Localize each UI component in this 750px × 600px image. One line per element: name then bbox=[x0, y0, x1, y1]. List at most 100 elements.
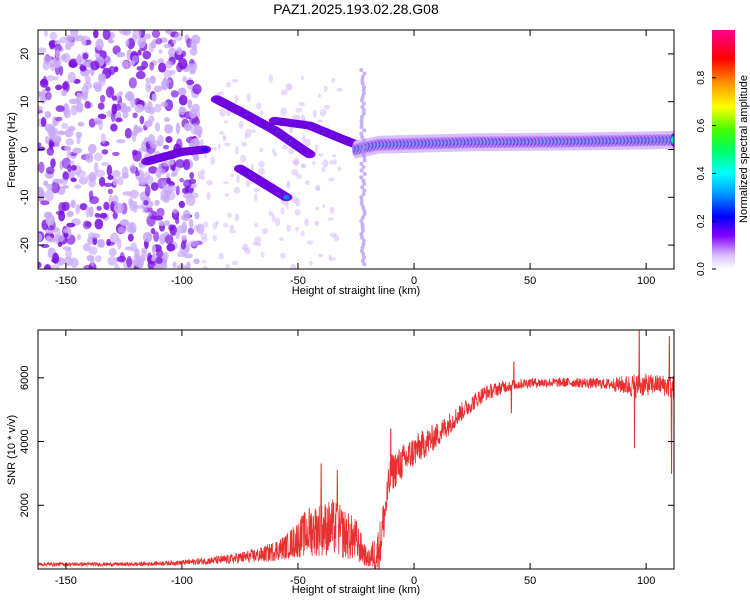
noise-speckle bbox=[186, 79, 195, 86]
snr-axes: -150 -100 -50 0 50 100 2000 4000 6000 bbox=[19, 330, 674, 587]
noise-speckle bbox=[124, 91, 133, 101]
noise-speckle bbox=[75, 204, 80, 215]
noise-speckle bbox=[188, 240, 199, 247]
noise-speckle bbox=[119, 219, 130, 227]
noise-speckle bbox=[280, 107, 287, 117]
noise-speckle bbox=[319, 109, 327, 117]
noise-speckle bbox=[50, 181, 60, 194]
noise-streak bbox=[360, 74, 365, 79]
noise-speckle bbox=[183, 253, 193, 259]
noise-speckle bbox=[63, 108, 71, 119]
noise-speckle bbox=[188, 218, 194, 229]
noise-speckle bbox=[94, 84, 102, 93]
noise-speckle bbox=[115, 117, 123, 123]
noise-speckle bbox=[268, 211, 274, 217]
x-tick-label: 50 bbox=[524, 575, 536, 587]
noise-speckle bbox=[62, 184, 69, 189]
noise-streak bbox=[362, 171, 367, 176]
noise-speckle bbox=[70, 164, 77, 171]
noise-speckle bbox=[166, 243, 176, 252]
noise-speckle bbox=[116, 237, 122, 250]
noise-streak bbox=[359, 235, 364, 240]
noise-speckle bbox=[193, 258, 200, 265]
noise-speckle bbox=[45, 214, 56, 226]
noise-speckle bbox=[108, 39, 115, 44]
noise-speckle bbox=[38, 47, 47, 54]
noise-speckle bbox=[94, 255, 102, 263]
noise-speckle bbox=[53, 56, 62, 69]
noise-speckle bbox=[154, 103, 162, 113]
noise-speckle bbox=[44, 136, 50, 145]
noise-speckle bbox=[94, 218, 104, 230]
noise-speckle bbox=[53, 76, 59, 81]
noise-streak bbox=[362, 188, 367, 193]
noise-speckle bbox=[295, 198, 301, 207]
noise-speckle bbox=[119, 252, 125, 262]
noise-speckle bbox=[254, 193, 258, 202]
noise-speckle bbox=[83, 81, 93, 90]
noise-speckle bbox=[122, 61, 130, 70]
noise-streak bbox=[360, 78, 365, 83]
noise-speckle bbox=[244, 133, 248, 140]
noise-speckle bbox=[294, 209, 301, 216]
noise-speckle bbox=[236, 174, 240, 183]
x-tick-label: 0 bbox=[411, 275, 417, 287]
noise-speckle bbox=[112, 177, 118, 186]
noise-speckle bbox=[147, 211, 152, 217]
colorbar-tick-label: 0.4 bbox=[696, 166, 707, 180]
noise-speckle bbox=[218, 252, 224, 260]
noise-speckle bbox=[134, 257, 145, 268]
noise-speckle bbox=[199, 224, 204, 232]
noise-speckle bbox=[160, 101, 168, 108]
noise-speckle bbox=[70, 177, 77, 183]
noise-streak bbox=[360, 148, 365, 153]
noise-speckle bbox=[163, 69, 173, 79]
noise-speckle bbox=[68, 160, 75, 166]
noise-streak bbox=[361, 91, 366, 96]
y-tick-label: 0 bbox=[19, 146, 31, 152]
noise-speckle bbox=[158, 62, 167, 73]
noise-speckle bbox=[268, 74, 273, 83]
noise-speckle bbox=[329, 206, 335, 214]
noise-streak bbox=[359, 121, 364, 126]
noise-speckle bbox=[155, 37, 163, 45]
noise-speckle bbox=[179, 177, 184, 183]
noise-speckle bbox=[197, 170, 204, 179]
noise-speckle bbox=[163, 43, 172, 49]
noise-streak bbox=[360, 222, 365, 227]
noise-speckle bbox=[159, 233, 166, 245]
noise-streak bbox=[362, 158, 367, 163]
noise-speckle bbox=[158, 220, 165, 226]
noise-speckle bbox=[50, 264, 60, 269]
noise-speckle bbox=[43, 55, 52, 66]
noise-speckle bbox=[210, 146, 218, 151]
noise-speckle bbox=[110, 111, 116, 123]
noise-streak bbox=[359, 168, 364, 173]
noise-speckle bbox=[88, 190, 94, 200]
noise-speckle bbox=[164, 117, 170, 123]
noise-speckle bbox=[175, 47, 183, 56]
noise-speckle bbox=[318, 253, 323, 258]
noise-speckle bbox=[175, 138, 183, 151]
noise-speckle bbox=[295, 173, 302, 180]
noise-speckle bbox=[46, 225, 55, 231]
noise-streak bbox=[360, 135, 365, 140]
noise-speckle bbox=[164, 220, 170, 226]
noise-speckle bbox=[88, 206, 94, 218]
noise-speckle bbox=[153, 231, 160, 243]
noise-speckle bbox=[253, 187, 261, 193]
noise-speckle bbox=[272, 148, 276, 154]
noise-speckle bbox=[45, 91, 52, 101]
noise-speckle bbox=[147, 134, 156, 146]
branch-core bbox=[201, 147, 209, 152]
noise-speckle bbox=[144, 175, 154, 185]
x-tick-label: -100 bbox=[171, 275, 193, 287]
noise-speckle bbox=[315, 143, 319, 153]
noise-speckle bbox=[121, 172, 129, 179]
noise-speckle bbox=[68, 169, 75, 180]
noise-speckle bbox=[39, 92, 48, 104]
noise-speckle bbox=[106, 241, 115, 246]
noise-speckle bbox=[102, 30, 111, 40]
noise-speckle bbox=[99, 212, 108, 219]
